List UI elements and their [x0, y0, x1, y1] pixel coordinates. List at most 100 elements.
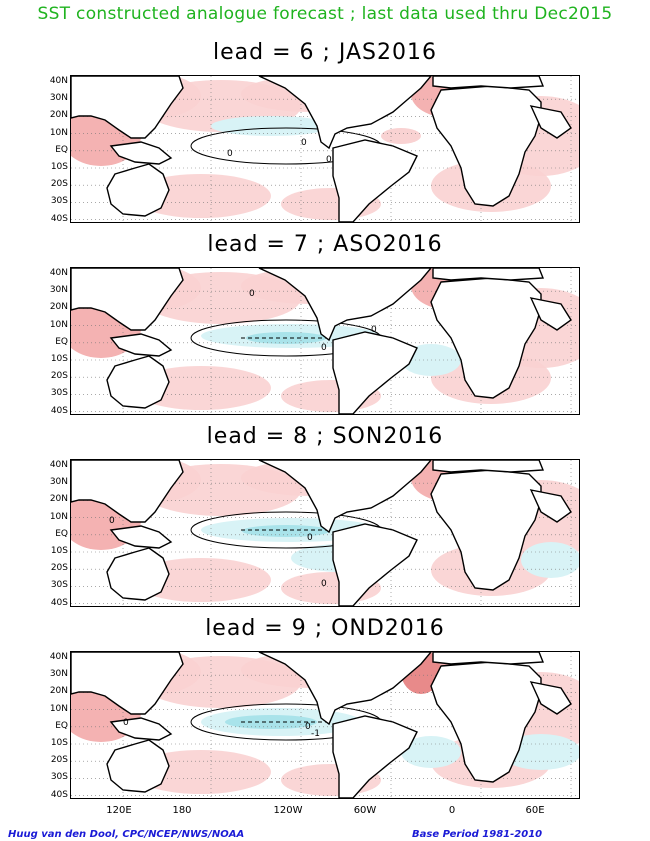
land-mass: [258, 460, 432, 534]
land-mass: [258, 76, 432, 150]
land-mass: [109, 525, 173, 549]
sst-map: 0 0 0: [70, 459, 580, 607]
sst-anomaly: [242, 525, 330, 537]
sst-map: 0 0 0: [70, 75, 580, 223]
lon-label: 60E: [525, 805, 545, 816]
lat-label: 20N: [49, 302, 68, 313]
land-mass: [258, 268, 432, 342]
land-mass: [529, 489, 572, 523]
lat-label: 20S: [50, 371, 68, 382]
land-mass: [71, 652, 184, 715]
land-mass: [430, 469, 542, 591]
contour-label: 0: [227, 149, 233, 159]
land-mass: [258, 652, 432, 726]
chart-title: SST constructed analogue forecast ; last…: [37, 4, 613, 24]
land-mass: [71, 76, 184, 139]
lat-label: 40N: [49, 76, 68, 86]
lat-label: 20N: [49, 686, 68, 697]
land-mass: [432, 652, 545, 665]
lat-label: 20N: [49, 494, 68, 505]
sst-map: 0 0 -1: [70, 651, 580, 799]
lat-label: 30N: [49, 477, 68, 488]
land-mass: [106, 355, 170, 409]
land-mass: [106, 163, 170, 217]
contour-label: 0: [326, 155, 332, 165]
contour-label: 0: [123, 718, 129, 728]
sst-anomaly: [381, 128, 421, 144]
lat-label: 30S: [50, 772, 68, 783]
map-svg: 0 0 0: [71, 460, 579, 606]
lon-label: 60W: [353, 805, 377, 816]
land-mass: [71, 460, 184, 523]
panel-title: lead = 7 ; ASO2016: [207, 232, 443, 257]
lat-label: 40N: [49, 652, 68, 662]
panel-title: lead = 6 ; JAS2016: [212, 40, 437, 65]
land-mass: [430, 85, 542, 207]
land-mass: [109, 333, 173, 357]
land-mass: [529, 681, 572, 715]
lat-label: 30N: [49, 93, 68, 104]
lat-label: EQ: [55, 720, 68, 731]
lat-label: 10N: [49, 127, 68, 138]
lat-label: 40S: [50, 789, 68, 800]
lat-label: 20S: [50, 179, 68, 190]
lat-label: 10S: [50, 162, 68, 172]
map-svg: 0 0-1: [71, 652, 579, 798]
land-mass: [432, 268, 545, 281]
lat-label: 40S: [50, 405, 68, 416]
lat-label: 10S: [50, 546, 68, 556]
land-mass: [106, 547, 170, 601]
contour-label: 0: [321, 579, 327, 589]
land-mass: [109, 141, 173, 165]
land-mass: [332, 715, 418, 798]
lat-label: 40N: [49, 268, 68, 278]
lat-label: 10N: [49, 511, 68, 522]
panel-title: lead = 8 ; SON2016: [206, 424, 444, 449]
lon-label: 0: [448, 805, 456, 816]
author-credit: Huug van den Dool, CPC/NCEP/NWS/NOAA: [8, 829, 245, 840]
lat-label: 30S: [50, 580, 68, 591]
land-mass: [430, 277, 542, 399]
lon-label: 180: [172, 805, 192, 816]
base-period: Base Period 1981-2010: [412, 829, 543, 840]
lat-label: 30N: [49, 669, 68, 680]
map-svg: 0 0 0: [71, 76, 579, 222]
lat-label: 20S: [50, 563, 68, 574]
sst-map: 0 0 0: [70, 267, 580, 415]
contour-label: 0: [371, 325, 377, 335]
lat-label: 30S: [50, 196, 68, 207]
lat-label: EQ: [55, 336, 68, 347]
contour-label: 0: [109, 516, 115, 526]
land-mass: [332, 523, 418, 606]
lat-label: 10S: [50, 738, 68, 748]
lat-label: 10N: [49, 703, 68, 714]
land-mass: [106, 739, 170, 793]
contour-label: 0: [321, 343, 327, 353]
lat-label: 10S: [50, 354, 68, 364]
lat-label: 40S: [50, 597, 68, 608]
land-mass: [430, 661, 542, 783]
lat-label: 30N: [49, 285, 68, 296]
lat-label: EQ: [55, 528, 68, 539]
lat-label: 10N: [49, 319, 68, 330]
lat-label: EQ: [55, 144, 68, 155]
lon-label: 120E: [106, 805, 132, 816]
lat-label: 40N: [49, 460, 68, 470]
lat-label: 20S: [50, 755, 68, 766]
contour-label: 0: [301, 138, 307, 148]
lat-label: 30S: [50, 388, 68, 399]
contour-label: 0: [305, 722, 311, 732]
sst-anomaly: [521, 542, 579, 578]
land-mass: [432, 76, 545, 89]
map-svg: 0 0 0: [71, 268, 579, 414]
contour-label: 0: [307, 533, 313, 543]
contour-label: 0: [249, 289, 255, 299]
land-mass: [109, 717, 173, 741]
lat-label: 40S: [50, 213, 68, 224]
contour-label: -1: [311, 729, 320, 739]
lon-label: 120W: [273, 805, 303, 816]
lat-label: 20N: [49, 110, 68, 121]
land-mass: [332, 331, 418, 414]
land-mass: [71, 268, 184, 331]
land-mass: [432, 460, 545, 473]
